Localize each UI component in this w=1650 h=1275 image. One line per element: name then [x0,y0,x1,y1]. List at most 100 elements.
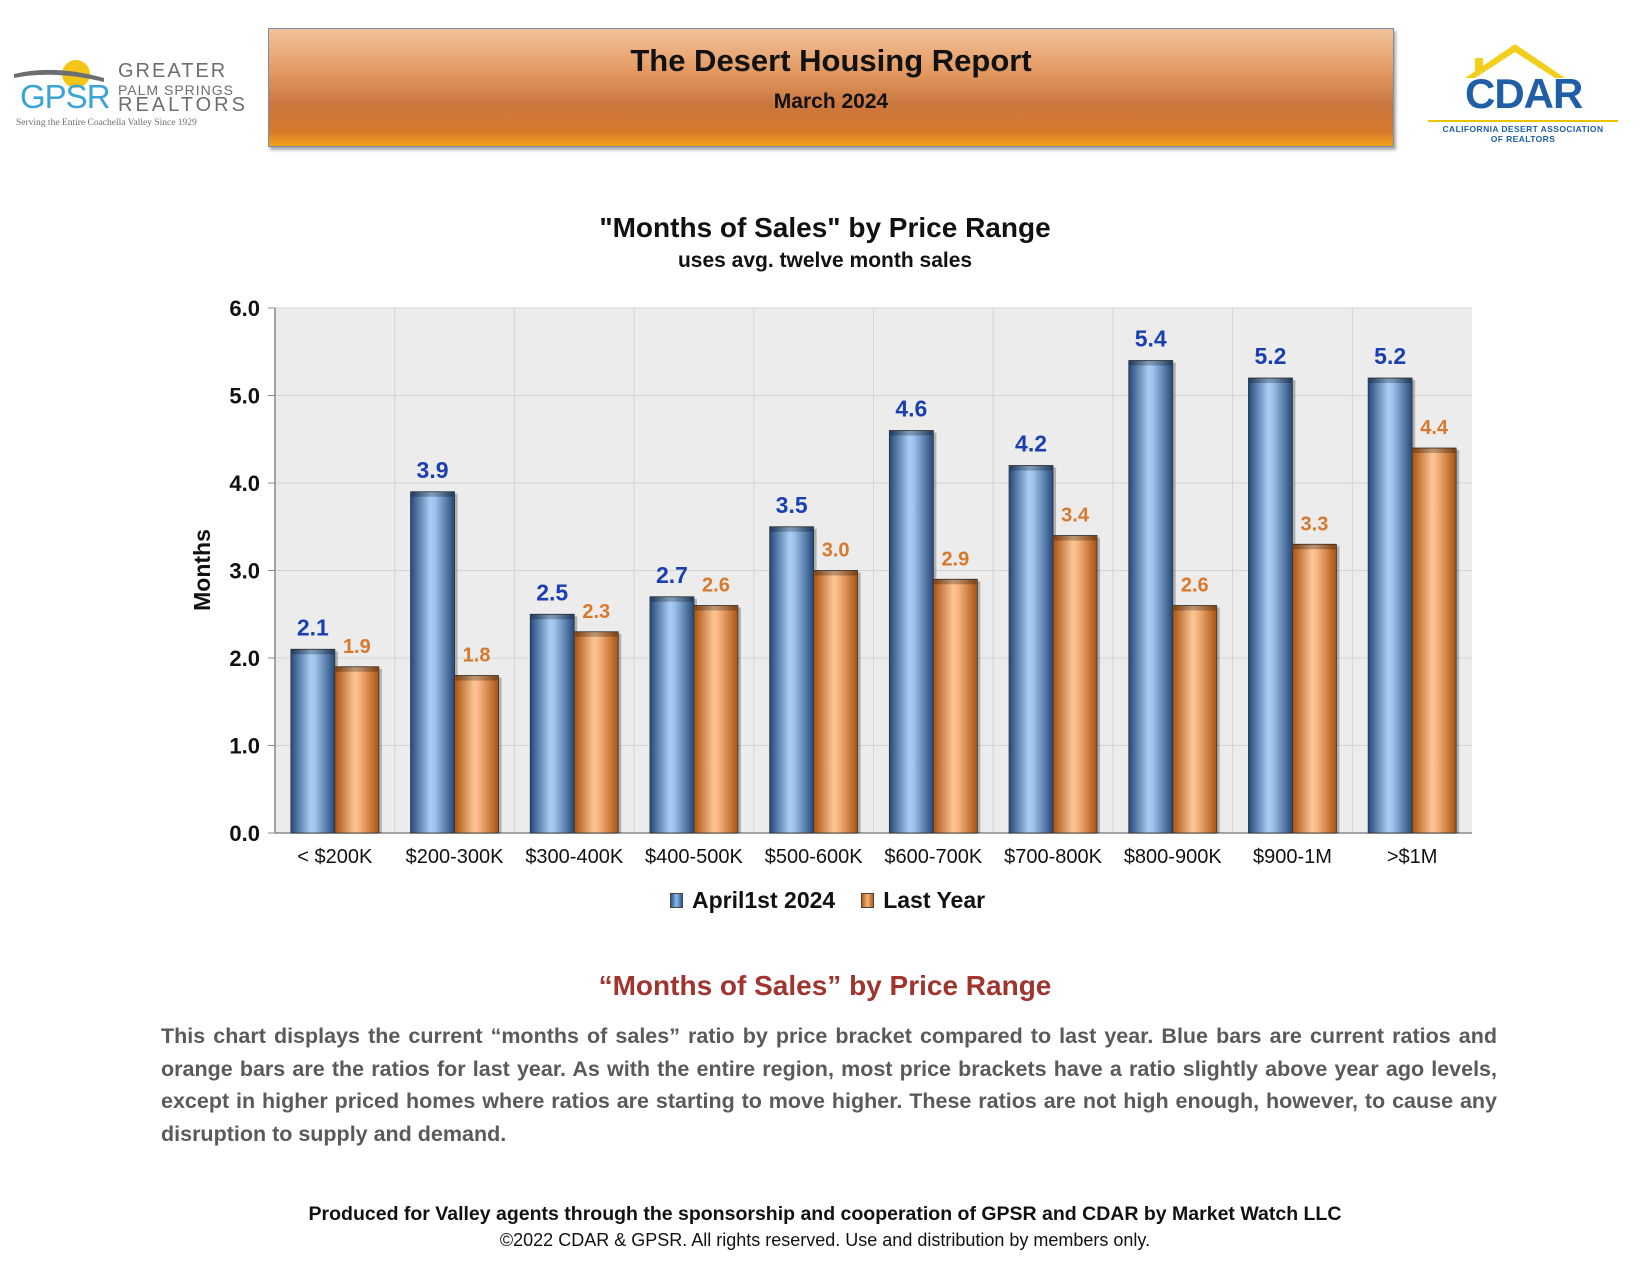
data-label-april-2024: 4.6 [895,396,927,422]
cdar-wordmark: CDAR [1465,70,1583,117]
x-tick-label: $600-700K [884,846,983,868]
data-label-april-2024: 3.5 [776,492,808,518]
gpsr-line1: GREATER [118,60,228,82]
bar-last-year [454,675,499,834]
bar-last-year-cap [1293,544,1336,550]
bar-april-2024 [290,648,336,834]
bar-april-2024 [410,491,455,834]
legend-swatch-last-year [861,892,875,908]
bar-last-year-cap [1054,535,1097,541]
x-tick-label: $500-600K [765,846,864,868]
data-label-april-2024: 2.1 [297,614,329,640]
bar-april-2024-cap [1010,465,1053,471]
bar-last-year-cap [455,675,498,681]
data-label-april-2024: 2.5 [536,579,568,605]
bar-april-2024-cap [770,526,813,532]
bar-april-2024 [1367,377,1413,834]
data-label-april-2024: 3.9 [417,457,449,483]
house-roof-icon [1465,44,1565,78]
bar-last-year-cap [694,605,737,611]
data-label-last-year: 3.4 [1061,505,1090,527]
bar-last-year [932,578,978,834]
gpsr-line3: REALTORS [118,94,248,116]
bar-april-2024 [1128,360,1174,834]
legend-label-last-year: Last Year [883,886,986,913]
data-label-april-2024: 5.2 [1374,343,1406,369]
bar-april-2024-cap [531,614,574,620]
x-tick-label: $300-400K [525,846,624,868]
data-label-last-year: 1.9 [343,636,371,658]
bar-last-year [1411,447,1457,834]
cdar-caption-1: CALIFORNIA DESERT ASSOCIATION [1442,124,1604,134]
data-label-april-2024: 4.2 [1015,431,1047,457]
chart-subtitle: uses avg. twelve month sales [677,249,973,272]
bar-april-2024-cap [1129,360,1172,366]
gpsr-tagline: Serving the Entire Coachella Valley Sinc… [16,118,197,128]
description-body: This chart displays the current “months … [161,1024,1497,1146]
bar-last-year [813,570,859,834]
months-of-sales-chart: 0.0 1.0 2.0 3.0 4.0 5.0 6.0 < $200K 2.1 1.9 $200-3… [189,296,1472,868]
bar-april-2024 [888,430,934,834]
bar-last-year-cap [1173,605,1216,611]
bar-april-2024-cap [1369,378,1412,383]
y-axis-label: Months [189,529,215,611]
x-tick-label: < $200K [297,846,373,868]
bar-last-year-cap [934,579,977,585]
data-label-last-year: 2.6 [1181,575,1209,597]
cdar-logo: CDAR CALIFORNIA DESERT ASSOCIATION OF RE… [1425,40,1625,150]
data-label-last-year: 2.3 [582,601,610,623]
chart-title: "Months of Sales" by Price Range [599,212,1051,243]
sun-swoosh-icon [14,60,104,88]
data-label-april-2024: 5.2 [1254,343,1286,369]
x-tick-label: $400-500K [645,846,744,868]
report-banner: The Desert Housing Report March 2024 [268,28,1394,147]
legend-swatch-current [670,892,683,908]
bar-april-2024 [649,596,695,834]
bar-last-year [573,631,619,834]
bar-april-2024-cap [411,491,454,497]
bar-last-year-cap [1413,448,1456,453]
report-date: March 2024 [773,90,889,113]
bar-april-2024 [529,613,575,834]
footer-copyright: ©2022 CDAR & GPSR. All rights reserved. … [499,1230,1151,1250]
data-label-last-year: 4.4 [1420,417,1449,439]
bar-april-2024 [1008,465,1054,834]
bar-last-year-cap [335,666,378,672]
bar-last-year [334,666,380,834]
x-tick-label: >$1M [1387,846,1438,868]
bar-last-year-cap [575,631,618,637]
y-tick-label: 5.0 [229,384,260,409]
bar-april-2024 [769,526,815,834]
x-tick-label: $700-800K [1004,846,1103,868]
y-tick-label: 3.0 [229,559,260,584]
data-label-last-year: 2.6 [702,575,730,597]
y-tick-label: 1.0 [229,734,260,759]
y-tick-label: 0.0 [229,821,260,846]
data-label-last-year: 3.0 [822,540,850,562]
bar-april-2024-cap [291,649,334,655]
y-tick-label: 4.0 [229,471,260,496]
x-tick-label: $800-900K [1124,846,1223,868]
chart-legend: April1st 2024 Last Year [670,885,1011,915]
bar-april-2024-cap [1249,378,1292,383]
bar-last-year [1052,535,1098,834]
bar-last-year [1292,543,1337,834]
bar-april-2024 [1248,377,1293,834]
data-label-last-year: 1.8 [463,645,491,667]
footer-credit: Produced for Valley agents through the s… [308,1203,1342,1225]
report-title: The Desert Housing Report [630,43,1032,78]
data-label-last-year: 3.3 [1301,513,1329,535]
y-tick-label: 6.0 [229,296,260,321]
gpsr-line2: PALM SPRINGS [118,82,234,98]
bar-last-year-cap [814,570,857,576]
bar-last-year [1172,605,1218,834]
legend-label-current: April1st 2024 [692,886,836,913]
bar-april-2024-cap [650,596,693,602]
bar-april-2024-cap [890,430,933,436]
cdar-underline [1428,120,1618,122]
x-tick-label: $900-1M [1253,846,1332,868]
gpsr-abbr: GPSR [20,78,111,115]
data-label-april-2024: 2.7 [656,562,688,588]
y-tick-label: 2.0 [229,646,260,671]
description-heading: “Months of Sales” by Price Range [598,970,1052,1001]
